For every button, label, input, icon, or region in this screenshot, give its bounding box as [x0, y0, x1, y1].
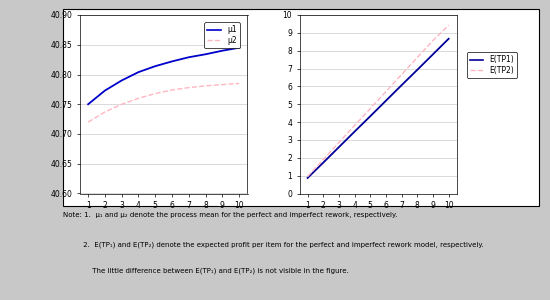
Legend: μ1, μ2: μ1, μ2: [205, 22, 240, 48]
Legend: E(TP1), E(TP2): E(TP1), E(TP2): [466, 52, 518, 78]
Text: 2.  E(TP₁) and E(TP₂) denote the expected profit per item for the perfect and im: 2. E(TP₁) and E(TP₂) denote the expected…: [63, 242, 484, 248]
Text: The little difference between E(TP₁) and E(TP₂) is not visible in the figure.: The little difference between E(TP₁) and…: [63, 268, 349, 274]
Text: Note: 1.  μ₁ and μ₂ denote the process mean for the perfect and imperfect rework: Note: 1. μ₁ and μ₂ denote the process me…: [63, 212, 398, 218]
